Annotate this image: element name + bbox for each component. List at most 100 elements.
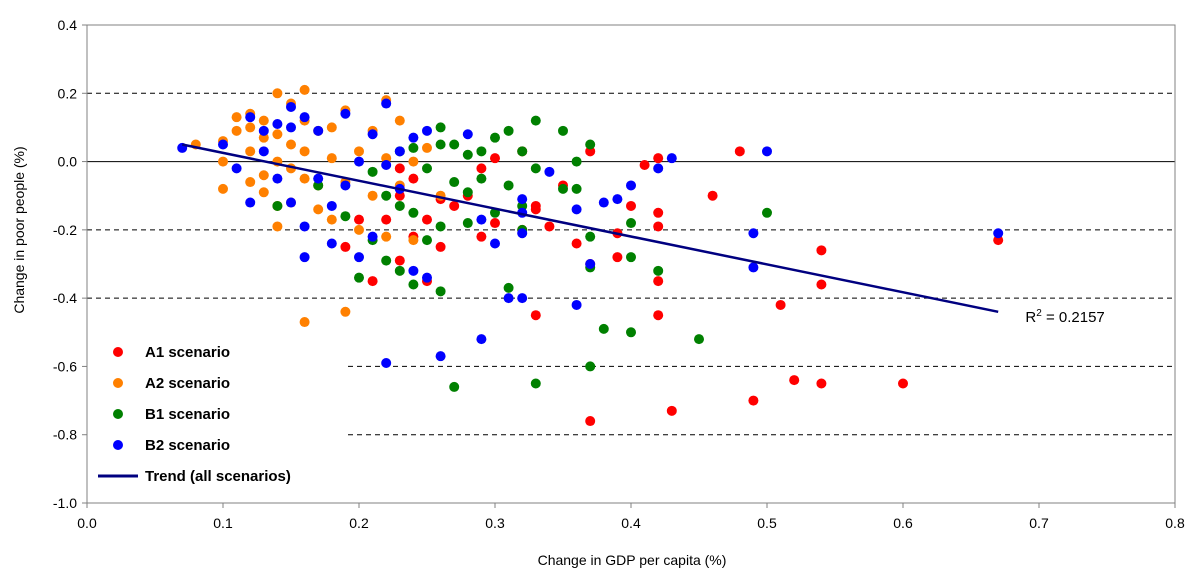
data-point-a1	[354, 214, 364, 225]
trend-line	[181, 143, 999, 314]
data-point-a2	[299, 317, 310, 328]
data-point-a2	[218, 156, 228, 167]
data-point-b2	[462, 129, 473, 140]
data-point-b1	[435, 122, 446, 133]
x-tick-label: 0.2	[349, 515, 369, 531]
data-point-b1	[340, 211, 351, 222]
legend-label: A1 scenario	[145, 344, 230, 361]
data-point-a1	[449, 200, 460, 211]
data-point-b1	[476, 173, 487, 184]
y-tick-label: -0.6	[53, 358, 77, 374]
data-point-a2	[299, 84, 310, 95]
data-point-b2	[408, 265, 419, 276]
data-point-b2	[381, 159, 392, 170]
data-point-b2	[326, 200, 337, 211]
data-point-a1	[530, 204, 541, 215]
data-point-a1	[435, 241, 446, 252]
x-tick-label: 0.7	[1029, 515, 1049, 531]
data-point-a2	[299, 173, 310, 184]
data-point-a1	[653, 310, 664, 321]
data-point-a1	[340, 241, 351, 252]
y-axis-title: Change in poor people (%)	[11, 146, 27, 313]
data-point-b1	[394, 200, 405, 211]
y-tick-label: -0.4	[53, 290, 77, 306]
data-point-a1	[775, 299, 786, 310]
data-point-b2	[245, 197, 256, 208]
data-point-a1	[571, 238, 582, 249]
data-point-b1	[530, 163, 541, 174]
data-point-b1	[435, 139, 446, 150]
data-point-a1	[381, 214, 392, 225]
data-point-b2	[354, 252, 364, 263]
data-point-b1	[503, 125, 514, 136]
data-point-b2	[598, 197, 609, 208]
axes: 0.40.20.0-0.2-0.4-0.6-0.8-1.00.0 0.1 0.2 0.…	[53, 17, 1185, 531]
data-point-a1	[789, 375, 800, 386]
data-point-b2	[286, 122, 296, 133]
data-point-a2	[313, 204, 324, 215]
data-point-b2	[231, 163, 242, 174]
data-point-a1	[639, 159, 650, 170]
data-point-a1	[422, 214, 432, 225]
data-point-a1	[748, 395, 759, 406]
data-point-a1	[816, 378, 827, 389]
x-tick-label: 0.1	[213, 515, 233, 531]
y-tick-label: 0.2	[58, 85, 78, 101]
data-point-b2	[367, 129, 378, 140]
data-point-b2	[653, 163, 664, 174]
data-point-b1	[530, 115, 541, 126]
data-point-b2	[435, 351, 446, 362]
data-point-a2	[231, 125, 242, 136]
data-point-b2	[367, 231, 378, 242]
data-point-b1	[476, 146, 487, 157]
data-point-b2	[245, 112, 256, 123]
data-point-a2	[326, 153, 337, 164]
data-point-b2	[299, 221, 310, 232]
legend: A1 scenario A2 scenario B1 scenario B2 scen…	[93, 338, 343, 498]
data-point-a1	[653, 276, 664, 287]
data-point-b2	[313, 173, 324, 184]
data-point-b1	[585, 361, 596, 372]
data-point-b1	[408, 207, 419, 218]
data-point-b1	[449, 139, 460, 150]
legend-label: B1 scenario	[145, 406, 230, 423]
data-point-b1	[571, 156, 582, 167]
data-point-b1	[490, 132, 500, 143]
data-point-b2	[394, 146, 405, 157]
data-point-b2	[476, 334, 487, 345]
data-point-b1	[381, 255, 392, 266]
data-point-a2	[245, 122, 256, 133]
data-point-a2	[381, 231, 392, 242]
y-tick-label: -0.2	[53, 222, 77, 238]
data-point-b1	[598, 323, 609, 334]
x-tick-label: 0.6	[893, 515, 913, 531]
data-point-a2	[218, 183, 228, 194]
data-point-a1	[476, 163, 487, 174]
data-point-b1	[449, 177, 460, 188]
data-point-b1	[558, 183, 568, 194]
gridlines	[87, 92, 1175, 436]
x-tick-label: 0.8	[1165, 515, 1185, 531]
x-tick-label: 0.3	[485, 515, 505, 531]
data-point-b2	[272, 173, 283, 184]
data-point-b2	[626, 180, 636, 191]
data-point-a1	[544, 221, 555, 232]
legend-marker	[113, 440, 123, 450]
data-point-a2	[245, 146, 256, 157]
data-point-b1	[653, 265, 664, 276]
data-point-a2	[408, 156, 419, 167]
legend-marker	[113, 378, 123, 388]
data-point-a1	[490, 218, 500, 229]
data-point-a2	[340, 306, 351, 317]
data-point-a1	[394, 163, 405, 174]
data-point-a1	[653, 207, 664, 218]
data-point-b2	[218, 139, 228, 150]
data-point-b2	[612, 194, 623, 205]
data-point-a1	[653, 153, 664, 164]
y-tick-label: -0.8	[53, 427, 77, 443]
data-point-a1	[816, 245, 827, 256]
data-point-b1	[626, 218, 636, 229]
data-point-a2	[258, 115, 269, 126]
data-point-b2	[993, 228, 1004, 239]
data-point-b2	[299, 112, 310, 123]
